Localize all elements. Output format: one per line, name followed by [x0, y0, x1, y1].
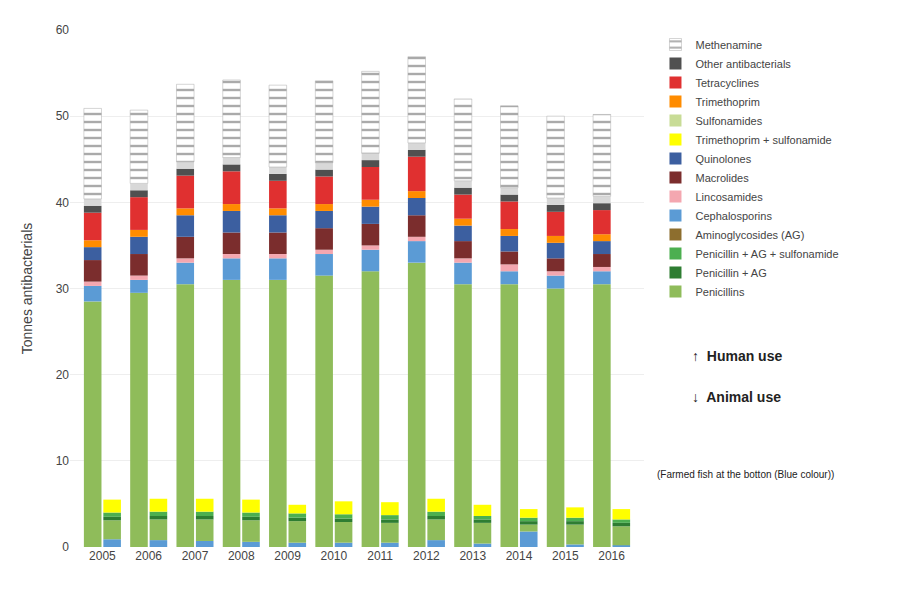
svg-text:20: 20 — [56, 368, 70, 382]
svg-text:Lincosamides: Lincosamides — [695, 191, 763, 203]
svg-text:Trimethoprim: Trimethoprim — [695, 96, 759, 108]
svg-text:2012: 2012 — [413, 549, 440, 563]
svg-text:10: 10 — [56, 454, 70, 468]
svg-text:2008: 2008 — [228, 549, 255, 563]
svg-text:Methenamine: Methenamine — [695, 39, 762, 51]
svg-text:Other antibacterials: Other antibacterials — [695, 58, 791, 70]
svg-text:Quinolones: Quinolones — [695, 153, 751, 165]
svg-text:40: 40 — [56, 196, 70, 210]
svg-text:Tetracyclines: Tetracyclines — [695, 77, 759, 89]
svg-text:2011: 2011 — [367, 549, 393, 563]
svg-text:Penicillin + AG: Penicillin + AG — [695, 267, 766, 279]
svg-text:Penicillin + AG + sulfonamide: Penicillin + AG + sulfonamide — [695, 248, 838, 260]
svg-text:Cephalosporins: Cephalosporins — [695, 210, 772, 222]
svg-text:2010: 2010 — [320, 549, 347, 563]
svg-text:2015: 2015 — [552, 549, 579, 563]
svg-text:Tonnes antibacterials: Tonnes antibacterials — [19, 223, 35, 355]
svg-text:2005: 2005 — [89, 549, 116, 563]
svg-text:2007: 2007 — [182, 549, 209, 563]
svg-text:(Farmed fish at the botton (Bl: (Farmed fish at the botton (Blue colour)… — [657, 469, 834, 480]
svg-text:2014: 2014 — [506, 549, 533, 563]
svg-text:Sulfonamides: Sulfonamides — [695, 115, 762, 127]
svg-text:2013: 2013 — [459, 549, 486, 563]
svg-text:↓ Animal use: ↓ Animal use — [692, 389, 781, 405]
svg-text:Aminoglycosides (AG): Aminoglycosides (AG) — [695, 229, 804, 241]
svg-text:Penicillins: Penicillins — [695, 286, 744, 298]
svg-text:30: 30 — [56, 282, 70, 296]
svg-text:↑ Human use: ↑ Human use — [692, 348, 782, 364]
svg-text:60: 60 — [56, 23, 70, 37]
svg-text:2016: 2016 — [598, 549, 625, 563]
svg-text:2006: 2006 — [135, 549, 162, 563]
svg-text:Trimethoprim + sulfonamide: Trimethoprim + sulfonamide — [695, 134, 831, 146]
svg-text:Macrolides: Macrolides — [695, 172, 749, 184]
svg-text:50: 50 — [56, 109, 70, 123]
svg-text:2009: 2009 — [274, 549, 301, 563]
svg-text:0: 0 — [62, 540, 69, 554]
